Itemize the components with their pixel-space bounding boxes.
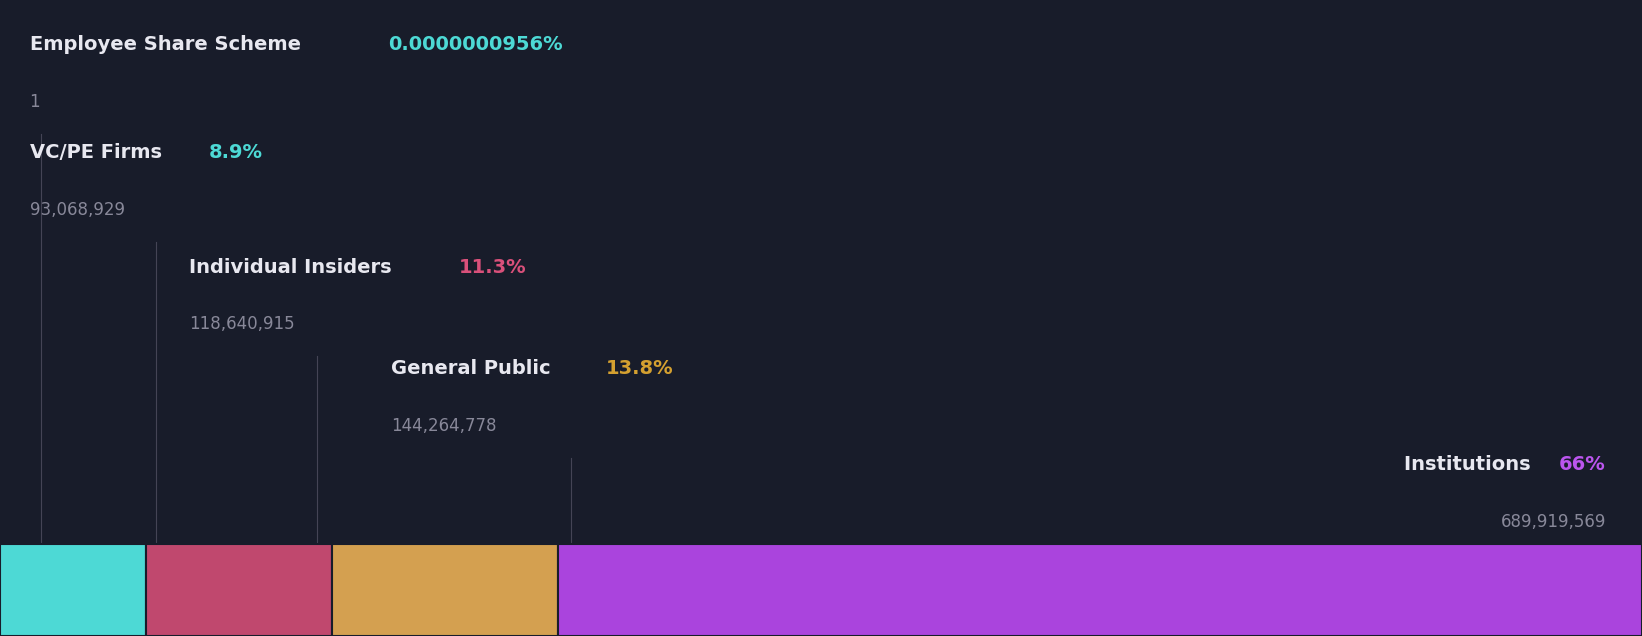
Bar <box>558 544 1642 636</box>
Text: 8.9%: 8.9% <box>209 143 263 162</box>
Text: 11.3%: 11.3% <box>460 258 527 277</box>
Text: 93,068,929: 93,068,929 <box>30 201 125 219</box>
Text: 1: 1 <box>30 93 39 111</box>
Text: 66%: 66% <box>1560 455 1606 474</box>
Text: Institutions: Institutions <box>1404 455 1537 474</box>
Text: VC/PE Firms: VC/PE Firms <box>30 143 169 162</box>
Text: 144,264,778: 144,264,778 <box>391 417 496 435</box>
Text: Individual Insiders: Individual Insiders <box>189 258 399 277</box>
Text: 0.0000000956%: 0.0000000956% <box>388 35 563 54</box>
Bar <box>332 544 558 636</box>
Text: General Public: General Public <box>391 359 557 378</box>
Text: 13.8%: 13.8% <box>606 359 673 378</box>
Text: 118,640,915: 118,640,915 <box>189 315 294 333</box>
Text: 689,919,569: 689,919,569 <box>1501 513 1606 530</box>
Bar <box>0 544 146 636</box>
Bar <box>146 544 332 636</box>
Text: Employee Share Scheme: Employee Share Scheme <box>30 35 307 54</box>
